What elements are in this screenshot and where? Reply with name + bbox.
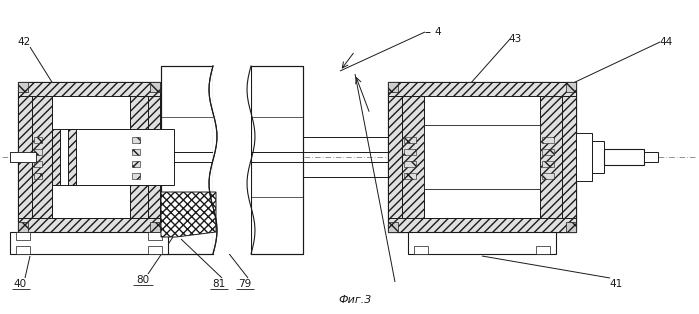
Bar [404,161,416,167]
Bar [18,222,28,232]
Bar [388,96,402,218]
Bar [32,96,52,218]
Bar [10,232,168,254]
Bar [424,125,540,189]
Bar [213,66,251,254]
Bar [388,82,398,92]
Bar [34,161,42,167]
Text: 80: 80 [136,275,150,285]
Bar [148,96,160,218]
Text: Фиг.3: Фиг.3 [338,295,372,305]
Text: 41: 41 [610,279,623,289]
Bar [16,232,30,240]
Bar [414,246,428,254]
Bar [132,137,140,143]
Bar [150,82,160,92]
Text: 44: 44 [659,37,672,47]
Bar [604,149,644,165]
Bar [542,149,554,155]
Bar [150,222,160,232]
Bar [18,218,160,232]
Bar [16,246,30,254]
Bar [34,173,42,179]
Bar [132,161,140,167]
Bar [566,222,576,232]
Bar [592,141,604,173]
Bar [18,82,28,92]
Bar [542,161,554,167]
Bar [68,129,76,185]
Text: 79: 79 [238,279,252,289]
Polygon shape [161,192,216,237]
Bar [388,218,576,232]
Text: 4: 4 [435,27,441,37]
Bar [18,96,32,218]
Bar [52,96,130,218]
Bar [161,66,213,254]
Bar [644,152,658,162]
Bar [562,96,576,218]
Bar [34,149,42,155]
Bar [536,246,550,254]
Bar [542,173,554,179]
Bar [424,96,540,218]
Bar [402,96,424,218]
Bar [404,137,416,143]
Bar [10,152,36,162]
Bar [408,232,556,254]
Bar [388,222,398,232]
Bar [34,137,42,143]
Text: 42: 42 [17,37,31,47]
Bar [132,149,140,155]
Bar [52,129,174,185]
Bar [18,82,160,96]
Bar [542,137,554,143]
Text: 40: 40 [13,279,27,289]
Bar [566,82,576,92]
Bar [52,129,60,185]
Bar [388,82,576,96]
Bar [130,96,148,218]
Bar [148,246,162,254]
Bar [404,173,416,179]
Text: 81: 81 [212,279,226,289]
Bar [148,232,162,240]
Bar [540,96,562,218]
Bar [576,133,592,181]
Bar [404,149,416,155]
Text: 43: 43 [508,34,521,44]
Bar [132,173,140,179]
Bar [251,66,303,254]
